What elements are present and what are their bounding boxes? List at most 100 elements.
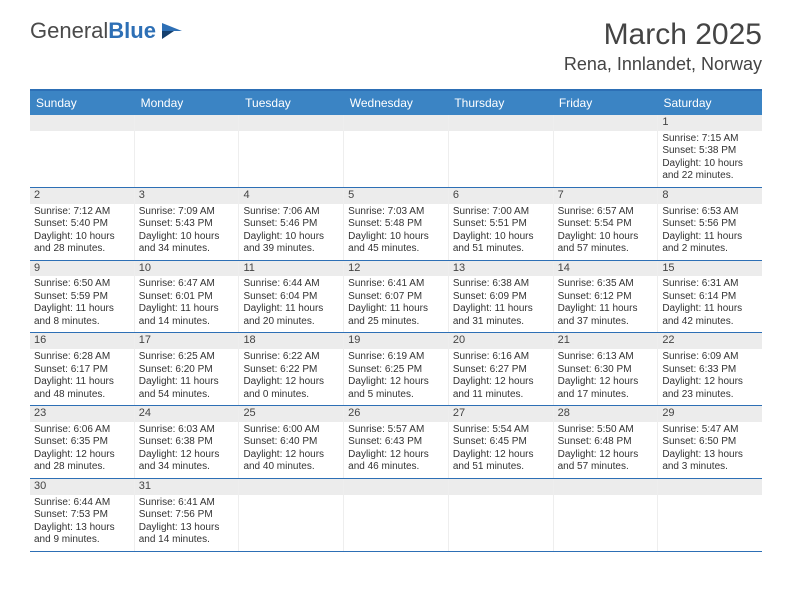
day-number: 29 bbox=[658, 406, 762, 422]
sunset-text: Sunset: 6:35 PM bbox=[34, 436, 130, 449]
calendar-week: 2Sunrise: 7:12 AMSunset: 5:40 PMDaylight… bbox=[30, 188, 762, 261]
calendar-day: 2Sunrise: 7:12 AMSunset: 5:40 PMDaylight… bbox=[30, 188, 135, 260]
calendar: Sunday Monday Tuesday Wednesday Thursday… bbox=[30, 89, 762, 552]
sunrise-text: Sunrise: 5:57 AM bbox=[348, 424, 444, 437]
calendar-day bbox=[449, 479, 554, 551]
day-number: 20 bbox=[449, 333, 553, 349]
calendar-day: 5Sunrise: 7:03 AMSunset: 5:48 PMDaylight… bbox=[344, 188, 449, 260]
daylight-text: Daylight: 12 hours and 17 minutes. bbox=[558, 376, 654, 401]
sunrise-text: Sunrise: 6:57 AM bbox=[558, 206, 654, 219]
daylight-text: Daylight: 10 hours and 22 minutes. bbox=[662, 158, 758, 183]
sunset-text: Sunset: 5:56 PM bbox=[662, 218, 758, 231]
day-number bbox=[344, 115, 448, 131]
sunset-text: Sunset: 6:38 PM bbox=[139, 436, 235, 449]
daylight-text: Daylight: 12 hours and 57 minutes. bbox=[558, 449, 654, 474]
weekday-header: Saturday bbox=[657, 91, 762, 115]
sunrise-text: Sunrise: 5:50 AM bbox=[558, 424, 654, 437]
logo-text-1: General bbox=[30, 18, 108, 44]
calendar-day: 3Sunrise: 7:09 AMSunset: 5:43 PMDaylight… bbox=[135, 188, 240, 260]
logo-text-2: Blue bbox=[108, 18, 156, 44]
sunrise-text: Sunrise: 7:06 AM bbox=[243, 206, 339, 219]
sunset-text: Sunset: 6:12 PM bbox=[558, 291, 654, 304]
calendar-day: 22Sunrise: 6:09 AMSunset: 6:33 PMDayligh… bbox=[658, 333, 762, 405]
day-number bbox=[554, 479, 658, 495]
month-title: March 2025 bbox=[564, 18, 762, 52]
sunrise-text: Sunrise: 7:00 AM bbox=[453, 206, 549, 219]
sunset-text: Sunset: 6:30 PM bbox=[558, 364, 654, 377]
calendar-day: 17Sunrise: 6:25 AMSunset: 6:20 PMDayligh… bbox=[135, 333, 240, 405]
sunset-text: Sunset: 6:14 PM bbox=[662, 291, 758, 304]
day-number: 16 bbox=[30, 333, 134, 349]
sunset-text: Sunset: 5:40 PM bbox=[34, 218, 130, 231]
day-number: 4 bbox=[239, 188, 343, 204]
sunset-text: Sunset: 6:43 PM bbox=[348, 436, 444, 449]
daylight-text: Daylight: 10 hours and 34 minutes. bbox=[139, 231, 235, 256]
sunset-text: Sunset: 6:01 PM bbox=[139, 291, 235, 304]
calendar-day: 29 Sunrise: 5:47 AMSunset: 6:50 PMDayligh… bbox=[658, 406, 762, 478]
day-number: 19 bbox=[344, 333, 448, 349]
daylight-text: Daylight: 11 hours and 54 minutes. bbox=[139, 376, 235, 401]
logo-flag-icon bbox=[160, 21, 186, 41]
day-number bbox=[658, 479, 762, 495]
sunset-text: Sunset: 6:45 PM bbox=[453, 436, 549, 449]
sunset-text: Sunset: 6:27 PM bbox=[453, 364, 549, 377]
day-number bbox=[344, 479, 448, 495]
day-number bbox=[554, 115, 658, 131]
daylight-text: Daylight: 13 hours and 3 minutes. bbox=[662, 449, 758, 474]
sunrise-text: Sunrise: 6:13 AM bbox=[558, 351, 654, 364]
daylight-text: Daylight: 10 hours and 39 minutes. bbox=[243, 231, 339, 256]
day-number bbox=[135, 115, 239, 131]
sunset-text: Sunset: 6:22 PM bbox=[243, 364, 339, 377]
day-number: 28 bbox=[554, 406, 658, 422]
sunrise-text: Sunrise: 6:47 AM bbox=[139, 278, 235, 291]
calendar-day: 21 Sunrise: 6:13 AMSunset: 6:30 PMDayligh… bbox=[554, 333, 659, 405]
daylight-text: Daylight: 11 hours and 8 minutes. bbox=[34, 303, 130, 328]
calendar-day: 25Sunrise: 6:00 AMSunset: 6:40 PMDayligh… bbox=[239, 406, 344, 478]
sunrise-text: Sunrise: 5:47 AM bbox=[662, 424, 758, 437]
daylight-text: Daylight: 11 hours and 42 minutes. bbox=[662, 303, 758, 328]
calendar-day: 15Sunrise: 6:31 AMSunset: 6:14 PMDayligh… bbox=[658, 261, 762, 333]
sunset-text: Sunset: 6:50 PM bbox=[662, 436, 758, 449]
day-number: 12 bbox=[344, 261, 448, 277]
calendar-day: 19Sunrise: 6:19 AMSunset: 6:25 PMDayligh… bbox=[344, 333, 449, 405]
day-number: 23 bbox=[30, 406, 134, 422]
day-number: 15 bbox=[658, 261, 762, 277]
weekday-header: Wednesday bbox=[344, 91, 449, 115]
daylight-text: Daylight: 13 hours and 9 minutes. bbox=[34, 522, 130, 547]
sunrise-text: Sunrise: 6:19 AM bbox=[348, 351, 444, 364]
day-number: 1 bbox=[658, 115, 762, 131]
calendar-day: 31Sunrise: 6:41 AMSunset: 7:56 PMDayligh… bbox=[135, 479, 240, 551]
calendar-day: 23Sunrise: 6:06 AMSunset: 6:35 PMDayligh… bbox=[30, 406, 135, 478]
day-number: 21 bbox=[554, 333, 658, 349]
day-number: 5 bbox=[344, 188, 448, 204]
sunset-text: Sunset: 6:09 PM bbox=[453, 291, 549, 304]
sunrise-text: Sunrise: 6:09 AM bbox=[662, 351, 758, 364]
sunset-text: Sunset: 7:53 PM bbox=[34, 509, 130, 522]
sunrise-text: Sunrise: 6:35 AM bbox=[558, 278, 654, 291]
daylight-text: Daylight: 10 hours and 51 minutes. bbox=[453, 231, 549, 256]
sunset-text: Sunset: 6:33 PM bbox=[662, 364, 758, 377]
weekday-header: Thursday bbox=[448, 91, 553, 115]
sunset-text: Sunset: 5:43 PM bbox=[139, 218, 235, 231]
day-number: 25 bbox=[239, 406, 343, 422]
daylight-text: Daylight: 10 hours and 28 minutes. bbox=[34, 231, 130, 256]
daylight-text: Daylight: 11 hours and 14 minutes. bbox=[139, 303, 235, 328]
sunrise-text: Sunrise: 6:44 AM bbox=[34, 497, 130, 510]
day-number: 7 bbox=[554, 188, 658, 204]
daylight-text: Daylight: 12 hours and 23 minutes. bbox=[662, 376, 758, 401]
day-number: 2 bbox=[30, 188, 134, 204]
sunrise-text: Sunrise: 6:03 AM bbox=[139, 424, 235, 437]
calendar-day bbox=[449, 115, 554, 187]
sunrise-text: Sunrise: 6:50 AM bbox=[34, 278, 130, 291]
calendar-day bbox=[554, 115, 659, 187]
day-number: 3 bbox=[135, 188, 239, 204]
sunset-text: Sunset: 6:07 PM bbox=[348, 291, 444, 304]
daylight-text: Daylight: 10 hours and 45 minutes. bbox=[348, 231, 444, 256]
calendar-day: 28Sunrise: 5:50 AMSunset: 6:48 PMDayligh… bbox=[554, 406, 659, 478]
day-number: 31 bbox=[135, 479, 239, 495]
sunrise-text: Sunrise: 6:06 AM bbox=[34, 424, 130, 437]
calendar-day: 24Sunrise: 6:03 AMSunset: 6:38 PMDayligh… bbox=[135, 406, 240, 478]
day-number: 8 bbox=[658, 188, 762, 204]
weekday-header: Monday bbox=[135, 91, 240, 115]
calendar-day: 30Sunrise: 6:44 AMSunset: 7:53 PMDayligh… bbox=[30, 479, 135, 551]
